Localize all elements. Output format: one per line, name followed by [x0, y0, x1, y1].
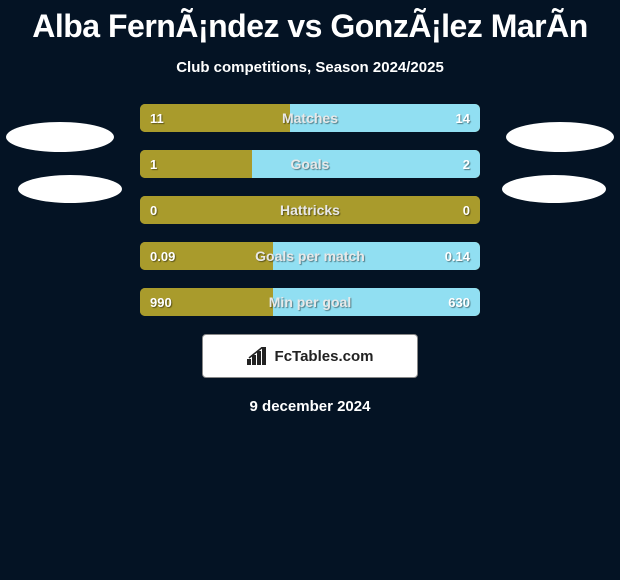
- stat-row: 0.090.14Goals per match: [140, 242, 480, 270]
- stat-label: Goals: [140, 150, 480, 178]
- stat-label: Hattricks: [140, 196, 480, 224]
- avatar-player-right-2: [502, 175, 606, 203]
- stat-row: 12Goals: [140, 150, 480, 178]
- stat-row: 00Hattricks: [140, 196, 480, 224]
- avatar-player-right-1: [506, 122, 614, 152]
- brand-badge[interactable]: FcTables.com: [202, 334, 418, 378]
- stat-row: 990630Min per goal: [140, 288, 480, 316]
- stat-row: 1114Matches: [140, 104, 480, 132]
- comparison-card: Alba FernÃ¡ndez vs GonzÃ¡lez MarÃ­n Club…: [0, 0, 620, 580]
- stats-rows: 1114Matches 12Goals 00Hattricks 0.090.14Goa…: [140, 104, 480, 316]
- date-text: 9 december 2024: [0, 398, 620, 415]
- avatar-player-left-2: [18, 175, 122, 203]
- page-title: Alba FernÃ¡ndez vs GonzÃ¡lez MarÃ­n: [0, 0, 620, 45]
- avatar-player-left-1: [6, 122, 114, 152]
- subtitle: Club competitions, Season 2024/2025: [0, 59, 620, 76]
- stat-label: Goals per match: [140, 242, 480, 270]
- stat-label: Matches: [140, 104, 480, 132]
- brand-text: FcTables.com: [275, 348, 374, 365]
- stat-label: Min per goal: [140, 288, 480, 316]
- chart-icon: [247, 347, 269, 365]
